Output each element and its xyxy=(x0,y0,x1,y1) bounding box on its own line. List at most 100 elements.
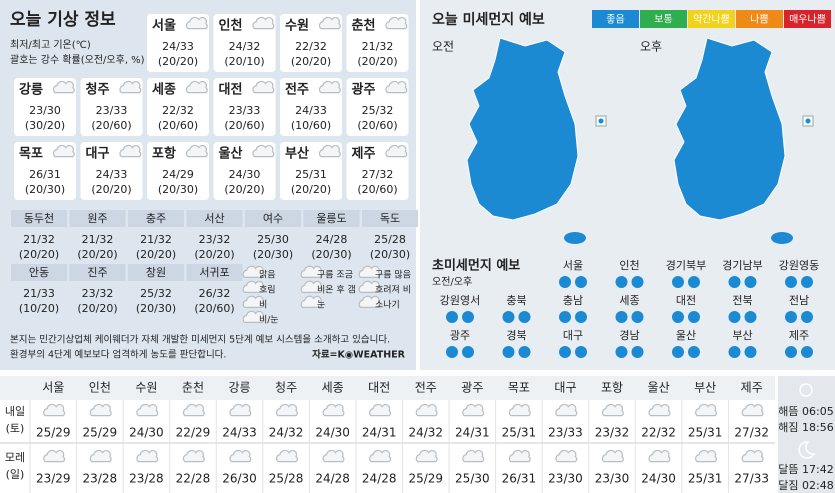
rain: (20/60) xyxy=(158,119,198,132)
rain: (10/20) xyxy=(19,302,59,315)
weather-icon xyxy=(300,280,323,293)
city: 강릉 xyxy=(19,82,43,98)
dust-dot xyxy=(785,311,797,323)
dust-dot xyxy=(502,311,515,323)
rain: (20/30) xyxy=(253,248,293,261)
day: 내일 xyxy=(5,404,25,418)
dust-dot xyxy=(744,276,757,288)
rain: (20/30) xyxy=(25,183,65,196)
weather-icon xyxy=(229,403,252,417)
dust-dot xyxy=(785,276,797,288)
weather-icon xyxy=(369,403,392,417)
dust-dot xyxy=(801,346,813,358)
rain: (20/20) xyxy=(291,183,331,196)
dust-dot xyxy=(575,311,587,323)
weather-icon xyxy=(89,449,112,463)
temp: 25/30 xyxy=(455,472,490,486)
icon-legend: 소나기 xyxy=(375,300,400,311)
temp: 26/30 xyxy=(222,472,257,486)
temp: 25/29 xyxy=(408,472,443,486)
temp: 24/32 xyxy=(408,426,443,440)
legend-swatch xyxy=(640,10,687,28)
temp: 22/32 xyxy=(641,426,676,440)
icon-legend: 구름 조금 xyxy=(317,270,353,281)
temp: 25/31 xyxy=(688,472,723,486)
dust-dot xyxy=(688,311,700,323)
region: 서울 xyxy=(563,259,583,272)
rain: (20/30) xyxy=(136,302,176,315)
city: 울산 xyxy=(648,381,670,395)
rain: (20/20) xyxy=(357,55,397,68)
weather-icon xyxy=(415,403,438,417)
temp: 26/32 xyxy=(199,287,231,300)
temp: 23/32 xyxy=(82,287,114,300)
rain: (20/60) xyxy=(224,119,264,132)
dust-dot xyxy=(615,346,628,358)
temp: 24/30 xyxy=(641,472,676,486)
table-head xyxy=(11,210,67,227)
temp: 24/32 xyxy=(229,40,261,53)
map-island xyxy=(598,118,604,124)
city: 춘천 xyxy=(182,380,204,395)
temp: 25/28 xyxy=(269,472,304,486)
temp: 23/30 xyxy=(595,472,630,486)
city: 목포 xyxy=(508,381,530,395)
temp: 21/32 xyxy=(362,40,394,53)
city: 수원 xyxy=(135,381,157,395)
city: 인천 xyxy=(219,18,243,34)
dust-dot xyxy=(575,346,587,358)
weather-icon xyxy=(185,144,208,158)
dust-dot xyxy=(518,346,531,358)
city: 목포 xyxy=(19,147,43,162)
rain: (20/60) xyxy=(357,119,397,132)
weather-icon xyxy=(318,80,341,94)
weather-icon xyxy=(385,80,408,94)
weather-icon xyxy=(508,449,531,463)
city: 전주 xyxy=(285,82,309,98)
legend-label: 좋음 xyxy=(606,14,624,26)
rain: (20/30) xyxy=(311,248,351,261)
temp: 22/32 xyxy=(295,40,327,53)
weekday: (일) xyxy=(6,467,25,481)
rain: (30/20) xyxy=(25,119,65,132)
note: 괄호는 강수 확률(오전/오후, %) xyxy=(10,54,145,66)
temp: 25/28 xyxy=(374,233,406,246)
weather-icon xyxy=(358,280,381,293)
icon-legend: 눈 xyxy=(317,300,325,311)
weather-icon xyxy=(300,265,323,278)
weather-icon xyxy=(119,80,142,94)
table-head xyxy=(186,264,243,281)
region: 경기남부 xyxy=(722,259,762,272)
city: 제주 xyxy=(741,381,763,395)
weather-icon xyxy=(252,80,275,94)
temp: 23/30 xyxy=(29,104,61,117)
legend-swatch xyxy=(784,10,831,28)
city: 광주 xyxy=(461,381,483,395)
icon-legend: 구름 많음 xyxy=(375,270,411,281)
weather-icon xyxy=(648,403,671,417)
table-head xyxy=(128,210,184,227)
city: 여수 xyxy=(263,212,283,225)
icon-legend: 비 xyxy=(259,300,267,311)
temp: 21/32 xyxy=(23,233,55,246)
dust-dot xyxy=(744,346,757,358)
map xyxy=(673,37,786,221)
temp: 24/31 xyxy=(455,426,490,440)
weather-icon xyxy=(358,265,381,278)
temp: 25/32 xyxy=(140,287,172,300)
weather-icon xyxy=(43,449,66,463)
weather-icon xyxy=(385,144,408,158)
city: 창원 xyxy=(146,266,166,279)
city: 울산 xyxy=(219,146,243,162)
title: 오늘 기상 정보 xyxy=(10,10,116,30)
temp: 24/30 xyxy=(229,168,261,181)
temp: 25/32 xyxy=(362,104,394,117)
temp: 27/33 xyxy=(734,472,769,486)
temp: 23/28 xyxy=(83,472,118,486)
weather-icon xyxy=(601,403,624,417)
temp: 23/32 xyxy=(595,426,630,440)
city: 독도 xyxy=(380,212,400,225)
rain: (20/20) xyxy=(136,248,176,261)
weekday: (토) xyxy=(6,422,25,435)
